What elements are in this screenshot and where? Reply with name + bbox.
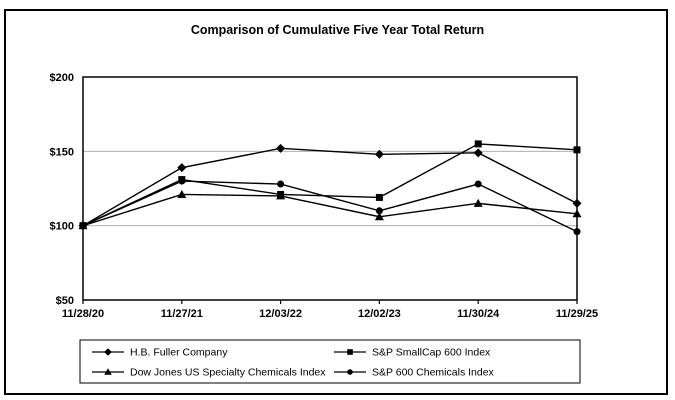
y-axis-label-50: $50	[56, 295, 74, 307]
x-axis-label-4: 11/30/24	[457, 308, 500, 320]
marker-dow-jones-us-specialty-chemicals-index-5	[572, 209, 582, 218]
legend-label-s-p-600-chemicals-index: S&P 600 Chemicals Index	[372, 367, 495, 379]
marker-dow-jones-us-specialty-chemicals-index-3	[374, 212, 384, 221]
legend-marker-h-b-fuller-company	[104, 348, 112, 356]
x-axis-label-2: 12/03/22	[259, 308, 302, 320]
marker-s-p-smallcap-600-index-3	[375, 193, 383, 201]
series-line-dow-jones-us-specialty-chemicals-index	[82, 193, 578, 227]
legend-marker-dow-jones-us-specialty-chemicals-index	[104, 368, 112, 375]
series-line-h-b-fuller-company	[82, 147, 578, 227]
marker-s-p-smallcap-600-index-1	[178, 176, 186, 184]
marker-h-b-fuller-company-1	[177, 163, 187, 173]
marker-s-p-smallcap-600-index-4	[474, 140, 482, 148]
marker-s-p-smallcap-600-index-2	[277, 190, 285, 198]
legend-marker-s-p-600-chemicals-index	[347, 369, 353, 375]
marker-s-p-600-chemicals-index-5	[573, 228, 581, 236]
outer-frame	[4, 9, 668, 395]
marker-s-p-600-chemicals-index-3	[375, 207, 383, 215]
x-axis-label-0: 11/28/20	[62, 308, 104, 320]
marker-dow-jones-us-specialty-chemicals-index-4	[473, 198, 483, 207]
legend-box	[79, 339, 581, 384]
chart-title: Comparison of Cumulative Five Year Total…	[190, 23, 485, 37]
marker-h-b-fuller-company-5	[572, 198, 582, 208]
marker-h-b-fuller-company-0	[78, 221, 88, 231]
legend-label-dow-jones-us-specialty-chemicals-index: Dow Jones US Specialty Chemicals Index	[130, 367, 326, 379]
x-axis-label-1: 11/27/21	[161, 308, 203, 320]
x-axis-label-3: 12/02/23	[358, 308, 401, 320]
marker-h-b-fuller-company-4	[473, 148, 483, 158]
marker-h-b-fuller-company-3	[374, 149, 384, 159]
series-line-s-p-smallcap-600-index	[82, 143, 578, 227]
plot-border	[82, 76, 578, 301]
series-line-s-p-600-chemicals-index	[82, 180, 578, 233]
legend-label-h-b-fuller-company: H.B. Fuller Company	[130, 347, 228, 359]
marker-h-b-fuller-company-2	[276, 143, 286, 153]
legend-marker-s-p-smallcap-600-index	[347, 349, 353, 355]
marker-dow-jones-us-specialty-chemicals-index-1	[177, 189, 187, 198]
legend-label-s-p-smallcap-600-index: S&P SmallCap 600 Index	[372, 347, 491, 359]
marker-s-p-600-chemicals-index-2	[277, 180, 285, 188]
x-axis-label-5: 11/29/25	[556, 308, 598, 320]
y-axis-label-150: $150	[50, 146, 74, 158]
marker-s-p-600-chemicals-index-4	[474, 180, 482, 188]
marker-s-p-smallcap-600-index-5	[573, 146, 581, 154]
y-axis-label-200: $200	[50, 72, 74, 84]
y-axis-label-100: $100	[50, 221, 74, 233]
